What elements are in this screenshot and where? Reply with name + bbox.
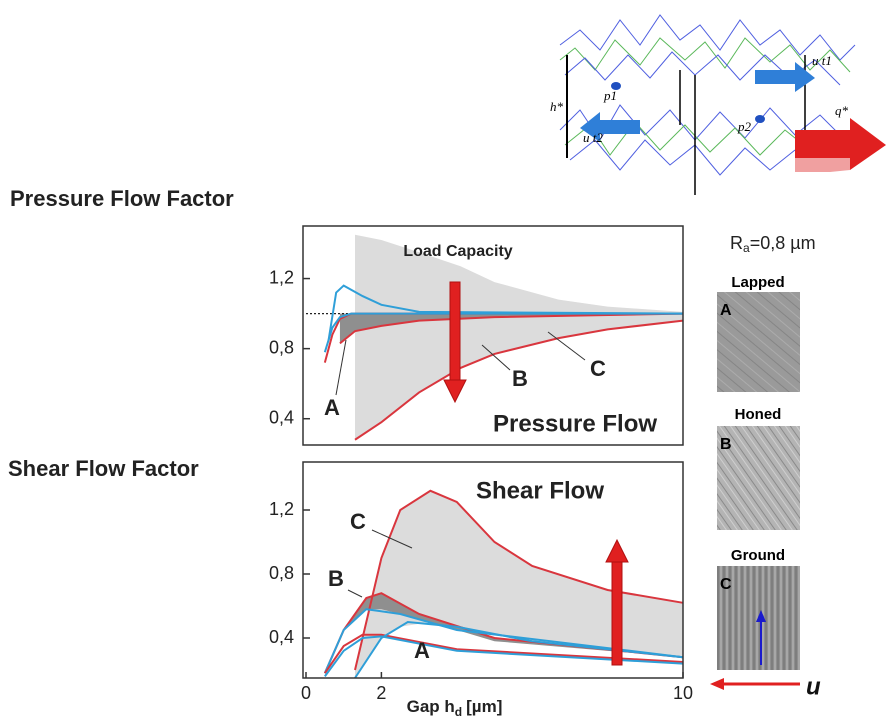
sample-letter: A xyxy=(720,302,732,319)
sample-label: Lapped xyxy=(731,274,784,291)
y-tick-label: 1,2 xyxy=(269,499,294,519)
direction-label: u xyxy=(806,673,821,700)
annotation: A xyxy=(324,395,340,420)
samples: Ra=0,8 µm Lapped A Honed B Ground C u xyxy=(710,233,821,700)
sample-image xyxy=(717,292,800,392)
annotation: C xyxy=(350,509,366,534)
x-tick-label: 10 xyxy=(673,683,693,703)
x-tick-label: 0 xyxy=(301,683,311,703)
diagram-label: q* xyxy=(835,103,849,118)
leader-line xyxy=(547,331,586,361)
sample-image xyxy=(717,426,800,530)
band xyxy=(343,593,683,658)
x-axis-label-text: Gap h xyxy=(407,697,455,716)
plot xyxy=(323,489,684,679)
diagram-label: p1 xyxy=(603,88,617,103)
x-axis-label: Gap hd [µm] xyxy=(407,697,503,719)
annotation: Shear Flow xyxy=(476,477,604,504)
annotation: A xyxy=(414,638,430,663)
annotation: B xyxy=(512,366,528,391)
leader-line xyxy=(347,589,363,598)
plot xyxy=(306,234,684,441)
y-tick-label: 0,4 xyxy=(269,627,294,647)
plot-frame xyxy=(302,461,684,679)
line xyxy=(324,635,684,677)
diagram-label: u t2 xyxy=(583,130,603,145)
y-tick-label: 0,8 xyxy=(269,337,294,357)
line xyxy=(324,633,684,674)
line xyxy=(354,620,684,679)
chart-title: Pressure Flow Factor xyxy=(10,186,234,211)
band xyxy=(355,490,683,678)
line xyxy=(354,489,684,671)
line xyxy=(327,284,684,341)
diagram-label: h* xyxy=(550,99,564,114)
annotation: C xyxy=(590,356,606,381)
annotation: B xyxy=(328,566,344,591)
plot-frame xyxy=(302,225,684,446)
leader-line xyxy=(371,529,413,549)
trend-arrow-shaft xyxy=(611,559,623,666)
y-tick-label: 0,8 xyxy=(269,563,294,583)
roughness-label: Ra=0,8 µm xyxy=(730,233,816,255)
annotation: Load Capacity xyxy=(403,243,512,260)
trend-arrow-head xyxy=(605,538,629,563)
diagram-label: u t1 xyxy=(812,53,832,68)
line xyxy=(323,312,683,353)
diagram-label: p2 xyxy=(737,119,752,134)
band xyxy=(339,313,683,344)
trend-arrow-head xyxy=(443,379,467,404)
sample-label: Ground xyxy=(731,547,785,564)
sample-label: Honed xyxy=(735,406,782,423)
x-axis-label-unit: [µm] xyxy=(466,697,502,716)
y-tick-label: 1,2 xyxy=(269,267,294,287)
sample-letter: C xyxy=(720,576,732,593)
x-tick-label: 2 xyxy=(376,683,386,703)
annotation: Pressure Flow xyxy=(493,410,657,437)
trend-arrow-shaft xyxy=(449,281,461,383)
x-axis-label-sub: d xyxy=(455,705,462,719)
chart-title: Shear Flow Factor xyxy=(8,456,199,481)
sample-letter: B xyxy=(720,436,732,453)
line xyxy=(354,319,684,441)
band xyxy=(355,234,683,440)
leader-line xyxy=(335,339,347,396)
line xyxy=(339,312,684,345)
y-tick-label: 0,4 xyxy=(269,407,294,427)
surface-diagram: h* p1 p2 u t1 u t2 q* xyxy=(550,14,886,195)
leader-line xyxy=(481,344,511,371)
